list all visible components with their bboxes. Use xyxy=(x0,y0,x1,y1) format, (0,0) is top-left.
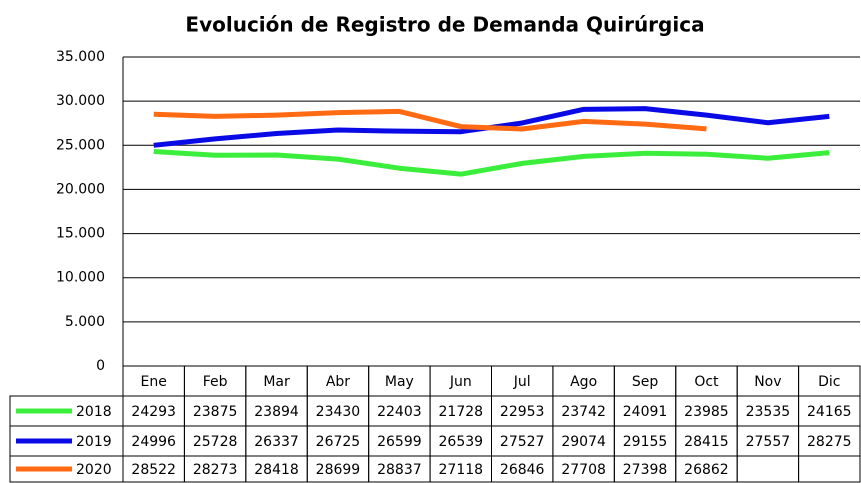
table-value: 28275 xyxy=(807,434,852,450)
x-tick-label: Jul xyxy=(513,374,531,390)
table-cell xyxy=(798,455,861,483)
y-tick-label: 0 xyxy=(96,358,105,374)
x-tick-label: Ene xyxy=(141,374,167,390)
table-value: 22953 xyxy=(500,404,545,420)
table-value: 29155 xyxy=(623,434,668,450)
table-value: 26862 xyxy=(684,462,729,478)
x-tick-label: Jun xyxy=(449,374,472,390)
table-value: 28418 xyxy=(254,462,299,478)
x-tick-label: Ago xyxy=(570,374,597,390)
table-value: 23875 xyxy=(193,404,238,420)
table-value: 25728 xyxy=(193,434,238,450)
table-value: 27527 xyxy=(500,434,545,450)
table-value: 23430 xyxy=(316,404,361,420)
table-value: 27557 xyxy=(746,434,791,450)
series-line xyxy=(153,149,830,177)
table-value: 28837 xyxy=(377,462,422,478)
table-value: 28522 xyxy=(131,462,176,478)
table-cell xyxy=(736,455,800,483)
table-value: 26599 xyxy=(377,434,422,450)
table-value: 27398 xyxy=(623,462,668,478)
table-value: 23894 xyxy=(254,404,299,420)
table-value: 23535 xyxy=(746,404,791,420)
table-value: 22403 xyxy=(377,404,422,420)
y-tick-label: 35.000 xyxy=(56,49,105,65)
table-value: 26539 xyxy=(439,434,484,450)
y-tick-label: 30.000 xyxy=(56,93,105,109)
y-tick-label: 5.000 xyxy=(65,314,105,330)
table-value: 26725 xyxy=(316,434,361,450)
table-value: 27708 xyxy=(561,462,606,478)
table-value: 26337 xyxy=(254,434,299,450)
table-value: 24091 xyxy=(623,404,668,420)
y-tick-label: 25.000 xyxy=(56,137,105,153)
x-tick-label: Mar xyxy=(263,374,290,390)
x-tick-label: Nov xyxy=(754,374,781,390)
table-value: 28273 xyxy=(193,462,238,478)
x-tick-label: Feb xyxy=(203,374,228,390)
table-value: 28415 xyxy=(684,434,729,450)
table-value: 26846 xyxy=(500,462,545,478)
table-value: 29074 xyxy=(561,434,606,450)
x-tick-label: Sep xyxy=(632,374,659,390)
chart-title: Evolución de Registro de Demanda Quirúrg… xyxy=(185,13,704,37)
table-value: 27118 xyxy=(439,462,484,478)
table-value: 24996 xyxy=(131,434,176,450)
table-value: 24165 xyxy=(807,404,852,420)
y-tick-label: 20.000 xyxy=(56,181,105,197)
table-value: 23985 xyxy=(684,404,729,420)
x-tick-label: Oct xyxy=(694,374,719,390)
table-value: 21728 xyxy=(439,404,484,420)
x-tick-label: May xyxy=(385,374,414,390)
y-tick-label: 15.000 xyxy=(56,226,105,242)
table-value: 23742 xyxy=(561,404,606,420)
table-value: 28699 xyxy=(316,462,361,478)
series-line xyxy=(153,108,707,132)
y-tick-label: 10.000 xyxy=(56,270,105,286)
x-tick-label: Abr xyxy=(326,374,350,390)
legend-label: 2018 xyxy=(76,404,112,420)
legend-label: 2020 xyxy=(76,462,112,478)
table-value: 24293 xyxy=(131,404,176,420)
legend-label: 2019 xyxy=(76,434,112,450)
x-tick-label: Dic xyxy=(818,374,840,390)
